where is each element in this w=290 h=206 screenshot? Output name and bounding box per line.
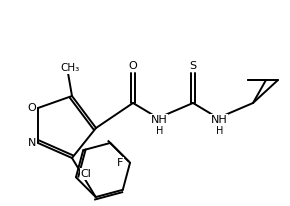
- Text: S: S: [189, 61, 197, 71]
- Text: N: N: [28, 138, 36, 148]
- Text: F: F: [117, 158, 123, 168]
- Text: H: H: [216, 126, 224, 136]
- Text: H: H: [156, 126, 164, 136]
- Text: CH₃: CH₃: [60, 63, 80, 73]
- Text: Cl: Cl: [81, 169, 91, 179]
- Text: O: O: [129, 61, 137, 71]
- Text: O: O: [28, 103, 36, 113]
- Text: NH: NH: [151, 115, 167, 125]
- Text: NH: NH: [211, 115, 227, 125]
